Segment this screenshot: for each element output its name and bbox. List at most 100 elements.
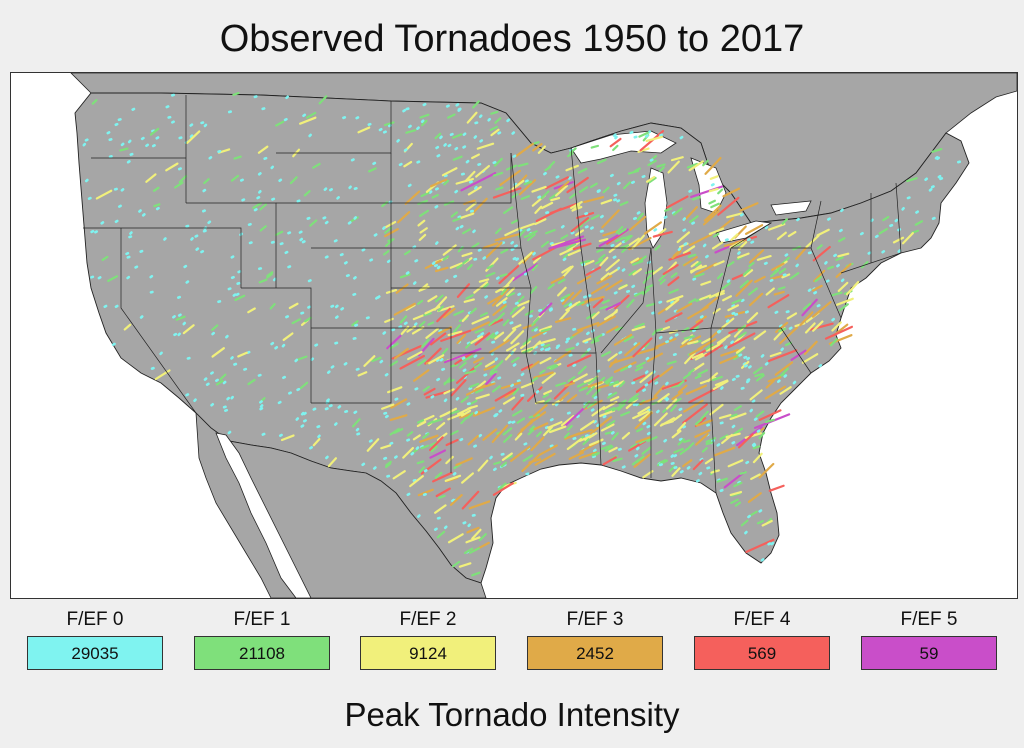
tornado-track [461, 472, 474, 484]
tornado-track [774, 361, 794, 376]
tornado-track [469, 307, 477, 315]
tornado-track [485, 271, 496, 278]
tornado-track [499, 273, 508, 278]
tornado-track [673, 454, 678, 458]
tornado-track [688, 189, 693, 193]
tornado-track [450, 211, 458, 218]
tornado-track [438, 494, 446, 499]
tornado-track [688, 160, 704, 172]
tornado-track [458, 562, 472, 568]
tornado-track [526, 228, 531, 232]
tornado-track [722, 187, 741, 198]
tornado-track [537, 145, 546, 154]
tornado-track [824, 261, 828, 265]
tornado-track [428, 190, 433, 194]
tornado-track [419, 227, 428, 234]
legend-count-ef4: 569 [694, 636, 830, 670]
tornado-track [583, 295, 588, 299]
tornado-track [568, 353, 573, 357]
tornado-track [546, 363, 557, 370]
tornado-track [353, 410, 358, 414]
tornado-track [737, 252, 750, 259]
tornado-track [787, 230, 797, 238]
tornado-track [745, 460, 750, 465]
tornado-track [431, 418, 443, 424]
tornado-track [881, 250, 886, 254]
tornado-track [103, 304, 108, 309]
tornado-track [619, 381, 626, 388]
tornado-track [145, 173, 157, 183]
tornado-track [539, 356, 552, 365]
tornado-track [322, 216, 327, 220]
tornado-track [483, 373, 488, 377]
tornado-track [412, 281, 417, 285]
tornado-track [600, 423, 615, 432]
tornado-track [586, 347, 591, 352]
tornado-track [648, 176, 657, 184]
tornado-track [434, 504, 447, 514]
tornado-track [501, 452, 513, 462]
tornado-track [666, 195, 689, 209]
tornado-track [643, 221, 663, 235]
tornado-track [644, 370, 649, 375]
tornado-track [329, 188, 333, 192]
tornado-track [389, 360, 399, 367]
tornado-track [503, 206, 514, 215]
tornado-track [414, 259, 419, 263]
tornado-track [519, 340, 531, 350]
tornado-track [524, 179, 529, 183]
tornado-track [540, 347, 545, 351]
tornado-track [455, 457, 473, 467]
tornado-track [717, 196, 740, 216]
tornado-track [394, 455, 398, 459]
tornado-track [860, 260, 869, 269]
tornado-track [482, 283, 490, 289]
tornado-track [630, 257, 640, 264]
tornado-track [789, 272, 800, 280]
tornado-track [409, 475, 424, 488]
tornado-track [838, 237, 846, 243]
tornado-track [816, 304, 821, 308]
tornado-track [731, 377, 736, 382]
tornado-track [442, 244, 457, 256]
tornado-track [90, 229, 95, 234]
tornado-track [634, 454, 639, 458]
tornado-track [582, 259, 595, 267]
tornado-track [283, 117, 288, 122]
tornado-track [474, 410, 479, 415]
tornado-track [510, 330, 525, 345]
tornado-track [712, 232, 720, 238]
tornado-track [468, 399, 478, 406]
tornado-track [572, 329, 584, 337]
tornado-track [829, 338, 838, 347]
tornado-track [416, 160, 421, 164]
tornado-track [687, 306, 709, 320]
tornado-track [758, 431, 766, 440]
tornado-track [754, 275, 766, 283]
tornado-track [540, 190, 550, 200]
tornado-track [312, 437, 321, 447]
tornado-track [729, 490, 743, 497]
tornado-track [801, 298, 818, 317]
tornado-track [705, 441, 714, 446]
tornado-track [764, 362, 769, 366]
tornado-track [816, 244, 823, 250]
tornado-track [818, 363, 823, 368]
tornado-track [645, 135, 663, 143]
tornado-track [521, 453, 541, 473]
tornado-track [544, 176, 569, 190]
tornado-track [586, 331, 590, 336]
tornado-track [436, 530, 446, 539]
tornado-track [476, 142, 495, 150]
tornado-track [518, 228, 526, 238]
tornado-track [449, 409, 460, 415]
tornado-track [239, 178, 244, 182]
tornado-track [690, 264, 703, 274]
tornado-track [506, 118, 510, 123]
tornado-track [502, 396, 516, 405]
tornado-track [599, 305, 608, 310]
tornado-track [494, 117, 502, 124]
tornado-track [749, 389, 763, 401]
tornado-track [939, 177, 944, 181]
tornado-track [423, 387, 436, 396]
